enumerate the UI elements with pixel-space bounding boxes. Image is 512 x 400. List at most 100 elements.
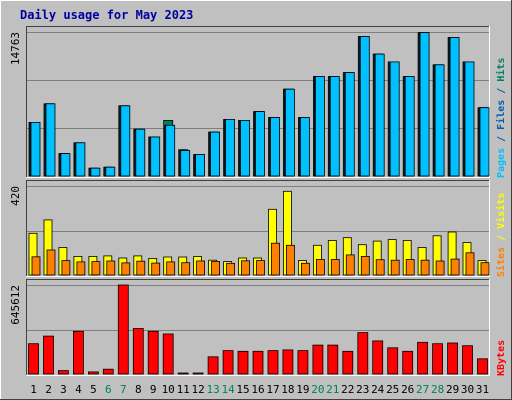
bar-kbytes-day-1 [28,343,39,375]
side-label-part: Files [495,100,507,130]
x-tick-label-day-10: 10 [162,383,175,396]
bar-kbytes-day-5 [88,371,99,375]
bar-sites-day-20 [315,259,325,276]
bar-kbytes-day-6 [102,368,114,375]
bar-sites-day-23 [360,255,370,276]
bar-kbytes-day-20 [312,344,324,375]
bar-sites-day-4 [76,261,86,276]
bar-pages-day-6 [105,166,116,177]
side-label-part: Visits [495,193,507,229]
bar-sites-day-29 [450,258,460,276]
side-label-part: Hits [495,58,507,82]
side-label-part: / [496,229,507,247]
bar-sites-day-16 [256,260,265,276]
x-tick-label-day-28: 28 [431,383,444,396]
x-tick-label-day-19: 19 [296,383,309,396]
bar-pages-day-11 [180,150,191,177]
x-axis-labels: 1 2 3 4 5 6 7 8 9 10 11 12 13 14 15 16 17 18 19 20 21 22 23 24 2… [30,383,489,396]
bar-kbytes-day-11 [177,372,189,375]
side-label-part: / [496,130,507,148]
bar-pages-day-3 [60,153,71,177]
x-tick-label-day-26: 26 [401,383,414,396]
bar-kbytes-day-26 [402,350,414,375]
x-tick-label-day-9: 9 [150,383,157,396]
bar-kbytes-day-21 [327,344,339,375]
x-tick-label-day-20: 20 [311,383,324,396]
chart-title: Daily usage for May 2023 [20,8,193,22]
bar-sites-day-21 [330,259,340,276]
bar-kbytes-day-28 [432,343,444,375]
bar-pages-day-18 [284,88,295,177]
bar-sites-day-19 [300,262,310,276]
bar-kbytes-day-29 [447,342,459,375]
bar-sites-day-28 [435,260,445,276]
bar-kbytes-day-4 [73,330,84,375]
side-label-part: / [496,82,507,100]
bars [28,284,488,375]
bar-sites-day-3 [61,260,71,276]
x-tick-label-day-13: 13 [206,383,219,396]
bar-kbytes-day-30 [462,345,473,375]
chart-panels: 14763 Pages / Files / Hits 420 Sites / Visi… [9,26,507,376]
bar-pages-day-31 [479,107,490,177]
x-tick-label-day-2: 2 [45,383,52,396]
bar-sites-day-7 [121,262,131,276]
side-label-part: Sites [495,247,507,277]
x-tick-label-day-24: 24 [371,383,385,396]
bar-kbytes-day-24 [372,340,384,375]
bar-sites-day-14 [226,262,236,276]
bar-sites-day-15 [241,260,250,276]
x-tick-label-day-11: 11 [177,383,190,396]
bar-pages-day-15 [240,120,250,177]
y-max-label: 420 [9,186,22,206]
bar-sites-day-5 [91,261,101,276]
bars [28,32,490,177]
x-tick-label-day-4: 4 [75,383,82,396]
bar-pages-day-4 [75,142,86,177]
x-tick-label-day-23: 23 [356,383,369,396]
x-tick-label-day-1: 1 [30,383,37,396]
bar-kbytes-day-17 [267,350,279,375]
bar-kbytes-day-8 [132,328,144,375]
bar-sites-day-30 [465,252,475,276]
x-tick-label-day-17: 17 [266,383,279,396]
bar-sites-day-8 [136,260,146,276]
bar-sites-day-24 [375,259,385,276]
bar-pages-day-10 [165,124,176,177]
x-tick-label-day-27: 27 [416,383,429,396]
x-tick-label-day-14: 14 [221,383,235,396]
x-tick-label-day-6: 6 [105,383,112,396]
x-tick-label-day-30: 30 [461,383,474,396]
x-tick-label-day-18: 18 [281,383,294,396]
side-label: KBytes [496,340,507,376]
bar-sites-day-17 [271,242,280,276]
bar-pages-day-25 [389,61,400,177]
bar-sites-day-22 [345,254,355,276]
x-tick-label-day-31: 31 [476,383,489,396]
bar-kbytes-day-19 [297,350,309,375]
panel-middle: 420 Sites / Visits [9,180,507,277]
bar-sites-day-10 [166,261,176,276]
bar-pages-day-24 [374,53,385,177]
x-tick-label-day-5: 5 [90,383,97,396]
bar-sites-day-2 [46,249,56,276]
bar-pages-day-16 [255,111,265,177]
bar-kbytes-day-27 [417,341,429,375]
bar-kbytes-day-12 [192,372,204,375]
y-max-label: 645612 [9,285,22,325]
x-tick-label-day-15: 15 [236,383,249,396]
x-tick-label-day-21: 21 [326,383,339,396]
bar-kbytes-day-9 [147,330,159,375]
bar-kbytes-day-10 [162,333,174,375]
bar-kbytes-day-31 [477,358,488,375]
bar-sites-day-31 [480,262,490,276]
bar-pages-day-12 [195,154,206,177]
x-tick-label-day-8: 8 [135,383,142,396]
x-tick-label-day-16: 16 [251,383,264,396]
bar-pages-day-28 [434,64,445,177]
bar-pages-day-14 [225,119,236,177]
bar-pages-day-7 [120,105,131,177]
bar-pages-day-30 [464,61,475,177]
bar-kbytes-day-14 [222,350,234,375]
